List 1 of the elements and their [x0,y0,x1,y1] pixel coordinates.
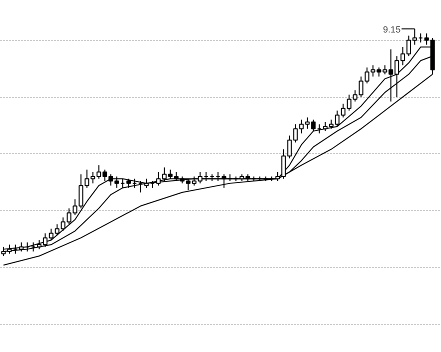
annotation: 9.15 [383,24,401,34]
